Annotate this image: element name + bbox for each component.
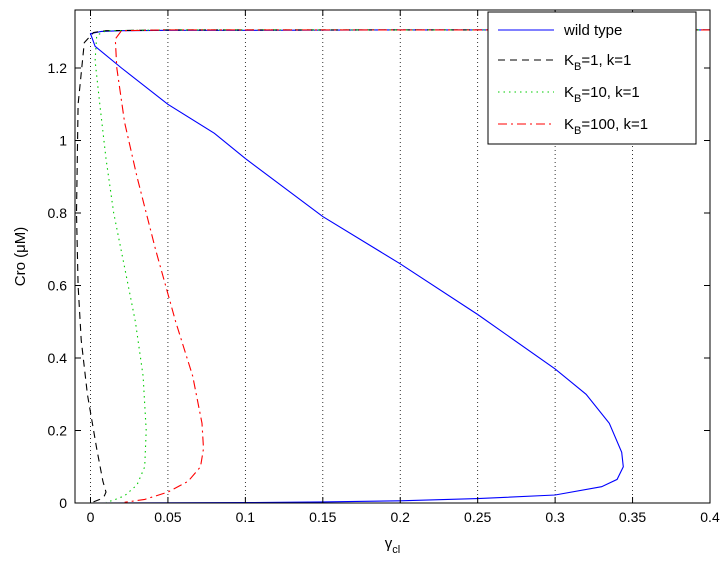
x-tick-label-1: 0.05 — [154, 509, 181, 525]
y-tick-label-2: 0.4 — [48, 350, 68, 366]
y-tick-label-3: 0.6 — [48, 278, 68, 294]
axes-frame — [74, 9, 711, 504]
x-tick-label-3: 0.15 — [309, 509, 336, 525]
series-line-1 — [75, 29, 710, 504]
y-tick-label-0: 0 — [59, 495, 67, 511]
legend-label-0: wild type — [563, 22, 622, 39]
legend-label-2: KB=10, k=1 — [564, 84, 640, 105]
x-tick-label-8: 0.4 — [700, 509, 720, 525]
x-tick-label-7: 0.35 — [619, 509, 646, 525]
x-tick-label-6: 0.3 — [545, 509, 565, 525]
series-line-2 — [94, 29, 710, 503]
legend-label-1: KB=1, k=1 — [564, 52, 631, 73]
legend: wild type KB=1, k=1 KB=10, k=1 KB=100, k=1 — [487, 11, 697, 145]
x-tick-label-5: 0.25 — [464, 509, 491, 525]
x-tick-label-4: 0.2 — [391, 509, 411, 525]
x-tick-label-2: 0.1 — [236, 509, 256, 525]
legend-box — [487, 11, 697, 145]
y-tick-label-5: 1 — [59, 133, 67, 149]
x-axis-label-main: γ — [385, 535, 393, 552]
y-axis-label: Cro (μM) — [12, 227, 29, 286]
plot-area — [75, 29, 710, 504]
x-tick-label-0: 0 — [87, 509, 95, 525]
axis-ticks: 0 0.05 0.1 0.15 0.2 0.25 0.3 0.35 0.4 0 0.2 0.4 0.6 0… — [48, 10, 720, 525]
y-tick-label-1: 0.2 — [48, 423, 68, 439]
y-tick-label-4: 0.8 — [48, 205, 68, 221]
x-axis-label: γcl — [385, 535, 400, 556]
x-axis-label-subscript: cl — [392, 544, 400, 556]
y-tick-label-6: 1.2 — [48, 60, 68, 76]
legend-label-3: KB=100, k=1 — [564, 116, 648, 137]
